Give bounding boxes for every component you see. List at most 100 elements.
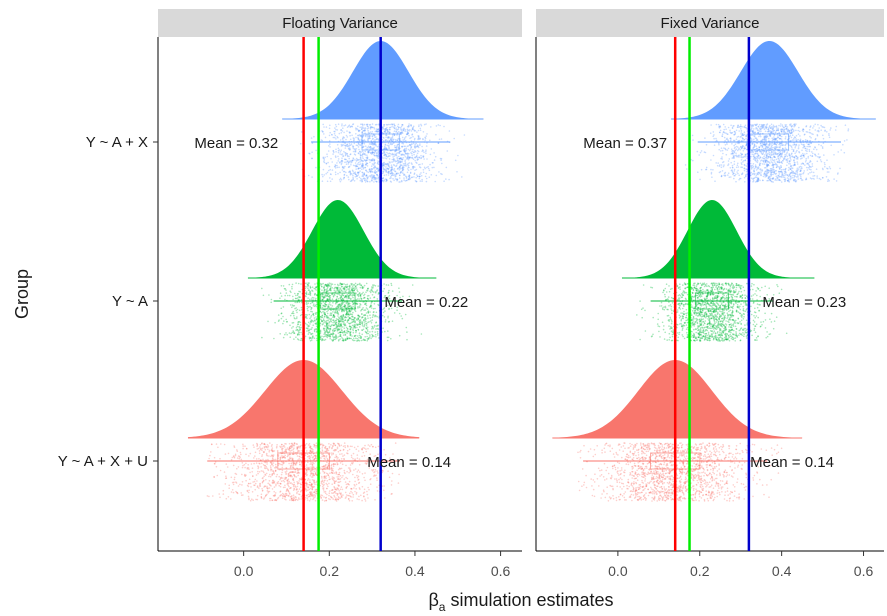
rain-point xyxy=(286,479,288,482)
rain-point xyxy=(285,499,287,501)
rain-point xyxy=(262,458,264,461)
rain-point xyxy=(423,123,426,126)
rain-point xyxy=(235,473,238,476)
rain-point xyxy=(285,490,288,492)
rain-point xyxy=(282,322,284,325)
rain-point xyxy=(288,283,291,286)
rain-point xyxy=(366,157,368,160)
rain-point xyxy=(274,321,276,324)
rain-point xyxy=(271,474,273,477)
rain-point xyxy=(285,332,287,334)
rain-point xyxy=(320,475,323,478)
rain-point xyxy=(385,123,388,126)
rain-point xyxy=(346,126,349,128)
rain-point xyxy=(348,155,350,158)
rain-point xyxy=(291,449,293,452)
rain-point xyxy=(413,130,416,132)
rain-point xyxy=(336,487,338,489)
rain-point xyxy=(331,293,334,295)
rain-point xyxy=(336,494,339,496)
rain-point xyxy=(271,472,274,475)
rain-point xyxy=(345,163,348,165)
rain-point xyxy=(419,137,422,140)
rain-point xyxy=(311,176,313,178)
rain-point xyxy=(348,499,351,502)
rain-point xyxy=(299,324,302,326)
rain-point xyxy=(314,283,316,285)
rain-point xyxy=(282,495,284,497)
rain-point xyxy=(326,310,328,313)
rain-point xyxy=(384,129,387,132)
rain-point xyxy=(331,298,334,301)
rain-point xyxy=(246,468,249,470)
rain-point xyxy=(330,465,333,467)
rain-point xyxy=(361,164,363,167)
rain-point xyxy=(276,473,279,476)
rain-point xyxy=(398,334,401,337)
rain-point xyxy=(226,466,229,468)
rain-point xyxy=(321,298,324,301)
rain-point xyxy=(292,295,294,298)
rain-point xyxy=(384,157,386,159)
rain-point xyxy=(418,163,420,166)
rain-point xyxy=(385,178,388,181)
rain-point xyxy=(321,289,323,292)
rain-point xyxy=(321,173,323,176)
rain-point xyxy=(387,153,389,155)
rain-point xyxy=(279,485,282,488)
rain-point xyxy=(359,295,362,297)
rain-point xyxy=(363,309,365,311)
rain-point xyxy=(393,168,396,170)
rain-point xyxy=(352,473,354,476)
rain-point xyxy=(408,123,410,125)
rain-point xyxy=(347,316,350,318)
rain-point xyxy=(340,329,343,331)
rain-point xyxy=(375,130,378,133)
rain-point xyxy=(359,179,362,182)
rain-point xyxy=(333,133,336,135)
rain-point xyxy=(333,165,336,168)
rain-point xyxy=(249,452,252,455)
rain-point xyxy=(312,335,314,337)
rain-point xyxy=(374,171,376,173)
rain-point xyxy=(270,466,272,469)
rain-point xyxy=(401,161,404,163)
rain-point xyxy=(371,294,374,296)
rain-point xyxy=(341,153,344,155)
rain-point xyxy=(215,465,218,468)
rain-point xyxy=(377,169,379,171)
rain-point xyxy=(331,476,334,478)
rain-point xyxy=(331,305,334,307)
rain-point xyxy=(418,137,420,139)
rain-point xyxy=(284,484,286,487)
rain-point xyxy=(371,179,373,182)
rain-point xyxy=(283,480,286,483)
rain-point xyxy=(365,448,367,450)
rain-point xyxy=(346,310,348,312)
rain-point xyxy=(357,445,359,448)
rain-point xyxy=(366,123,368,126)
rain-point xyxy=(312,448,314,451)
x-tick-label: 0.0 xyxy=(234,563,254,579)
rain-point xyxy=(411,128,414,130)
rain-point xyxy=(299,493,301,496)
rain-point xyxy=(224,483,227,485)
rain-point xyxy=(369,168,371,171)
rain-point xyxy=(382,128,384,131)
rain-point xyxy=(398,169,401,171)
rain-point xyxy=(298,450,301,452)
rain-point xyxy=(398,473,400,476)
rain-point xyxy=(463,134,466,136)
rain-point xyxy=(330,157,332,160)
rain-point xyxy=(377,285,380,287)
rain-point xyxy=(723,136,726,139)
rain-point xyxy=(310,307,313,309)
rain-point xyxy=(225,477,227,480)
rain-point xyxy=(400,171,403,173)
rain-point xyxy=(307,486,310,489)
rain-point xyxy=(309,463,312,465)
rain-point xyxy=(323,455,326,457)
rain-point xyxy=(399,157,402,160)
rain-point xyxy=(350,310,352,312)
rain-point xyxy=(352,150,355,153)
